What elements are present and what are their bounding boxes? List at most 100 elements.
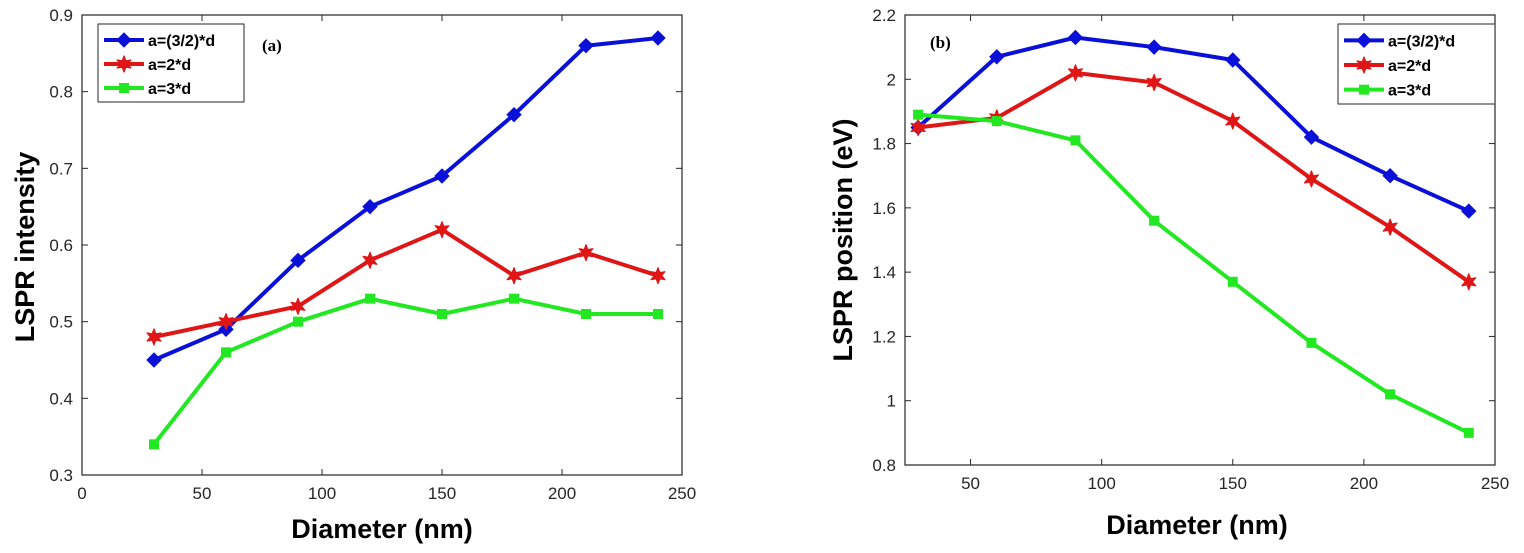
y-axis-label-a: LSPR intensity xyxy=(10,152,40,343)
y-tick-label: 1.2 xyxy=(872,327,896,346)
series-line-2 xyxy=(153,227,659,339)
panel-label-b: (b) xyxy=(930,33,951,52)
data-point xyxy=(1382,218,1398,236)
legend-b: a=(3/2)*d a=2*d a=3*d xyxy=(1337,23,1496,105)
y-tick-label: 0.6 xyxy=(49,236,73,255)
data-point xyxy=(221,347,231,358)
legend-label: a=(3/2)*d xyxy=(1388,33,1455,50)
data-point xyxy=(1149,215,1160,226)
data-point xyxy=(437,309,447,319)
data-point xyxy=(1303,170,1319,188)
x-tick-label: 250 xyxy=(1481,474,1509,493)
data-point xyxy=(1225,112,1241,130)
x-tick-label: 100 xyxy=(1087,474,1115,493)
data-point xyxy=(1306,337,1317,348)
data-point xyxy=(1382,168,1398,184)
y-tick-label: 2 xyxy=(887,70,896,89)
x-tick-label: 250 xyxy=(668,484,696,503)
x-axis-label-a: Diameter (nm) xyxy=(291,514,473,544)
x-axis-ticks-a: 0 50 100 150 200 250 xyxy=(77,15,696,503)
data-point xyxy=(1225,52,1241,68)
legend-label: a=2*d xyxy=(148,57,191,74)
y-axis-ticks-a: 0.3 0.4 0.5 0.6 0.7 0.8 0.9 xyxy=(49,6,682,485)
y-tick-label: 0.3 xyxy=(49,466,73,485)
x-tick-label: 50 xyxy=(193,484,212,503)
y-axis-label-b: LSPR position (eV) xyxy=(828,119,858,362)
data-point xyxy=(1146,39,1162,55)
series-group-b xyxy=(910,29,1477,438)
data-point xyxy=(146,328,162,346)
data-point xyxy=(506,106,522,123)
legend-marker xyxy=(116,55,132,73)
data-point xyxy=(581,309,591,319)
data-point xyxy=(146,352,162,368)
legend-marker xyxy=(1356,32,1372,49)
y-tick-label: 2.2 xyxy=(872,6,896,25)
y-tick-label: 0.5 xyxy=(49,313,73,332)
legend-label: a=2*d xyxy=(1388,58,1431,75)
data-point xyxy=(989,49,1005,65)
chart-panel-b: 0.811.21.41.61.822.2 50 100 150 200 250 (b) … xyxy=(828,6,1509,540)
data-point xyxy=(1146,73,1162,92)
data-point xyxy=(1463,427,1474,438)
data-point xyxy=(910,118,926,137)
x-axis-ticks-b: 50 100 150 200 250 xyxy=(961,15,1509,493)
legend-marker xyxy=(116,32,132,48)
data-point xyxy=(578,37,594,54)
data-point xyxy=(362,251,378,269)
x-axis-label-b: Diameter (nm) xyxy=(1106,510,1288,540)
data-point xyxy=(1461,203,1477,219)
data-point xyxy=(1385,389,1396,400)
legend-marker xyxy=(1356,56,1372,74)
chart-panel-a: 0.3 0.4 0.5 0.6 0.7 0.8 0.9 0 50 100 150 200 250 (a… xyxy=(10,6,696,544)
data-point xyxy=(913,109,924,120)
series-line-1 xyxy=(916,35,1470,213)
data-point xyxy=(218,313,234,331)
legend-label: a=3*d xyxy=(1388,83,1431,100)
x-tick-label: 200 xyxy=(548,484,576,503)
y-tick-label: 1.6 xyxy=(872,199,896,218)
data-point xyxy=(1067,64,1083,82)
data-point xyxy=(506,267,522,285)
series-group-a xyxy=(146,30,666,450)
data-point xyxy=(1461,273,1477,291)
y-tick-label: 0.8 xyxy=(872,456,896,475)
data-point xyxy=(290,252,306,269)
data-point xyxy=(149,439,159,450)
legend-marker xyxy=(1359,84,1369,95)
y-tick-label: 1 xyxy=(887,392,896,411)
x-tick-label: 150 xyxy=(1219,474,1247,493)
series-line-2 xyxy=(917,70,1470,284)
panel-label-a: (a) xyxy=(262,36,282,55)
data-point xyxy=(434,168,450,184)
data-point xyxy=(509,293,519,304)
y-axis-ticks-b: 0.8 1 1.2 1.4 1.6 1.8 2 2.2 xyxy=(872,6,1495,475)
x-tick-label: 100 xyxy=(308,484,336,503)
data-point xyxy=(293,316,303,327)
x-tick-label: 200 xyxy=(1350,474,1378,493)
data-point xyxy=(1067,29,1084,46)
data-point xyxy=(578,244,594,262)
y-tick-label: 0.9 xyxy=(49,6,73,25)
data-point xyxy=(1070,135,1081,146)
data-point xyxy=(991,116,1002,127)
data-point xyxy=(434,221,450,239)
x-tick-label: 0 xyxy=(77,484,86,503)
data-point xyxy=(362,198,378,215)
y-tick-label: 0.8 xyxy=(49,83,73,102)
series-line-3 xyxy=(917,112,1470,435)
legend-label: a=(3/2)*d xyxy=(148,33,215,50)
data-point xyxy=(1303,129,1320,145)
x-tick-label: 150 xyxy=(428,484,456,503)
legend-marker xyxy=(119,83,129,93)
data-point xyxy=(653,309,663,319)
y-tick-label: 1.8 xyxy=(872,135,896,154)
x-tick-label: 50 xyxy=(961,474,980,493)
data-point xyxy=(365,293,375,304)
legend-label: a=3*d xyxy=(148,81,191,98)
y-tick-label: 0.4 xyxy=(49,389,73,408)
data-point xyxy=(290,297,306,315)
legend-a: a=(3/2)*d a=2*d a=3*d xyxy=(97,23,245,103)
data-point xyxy=(1227,276,1238,287)
